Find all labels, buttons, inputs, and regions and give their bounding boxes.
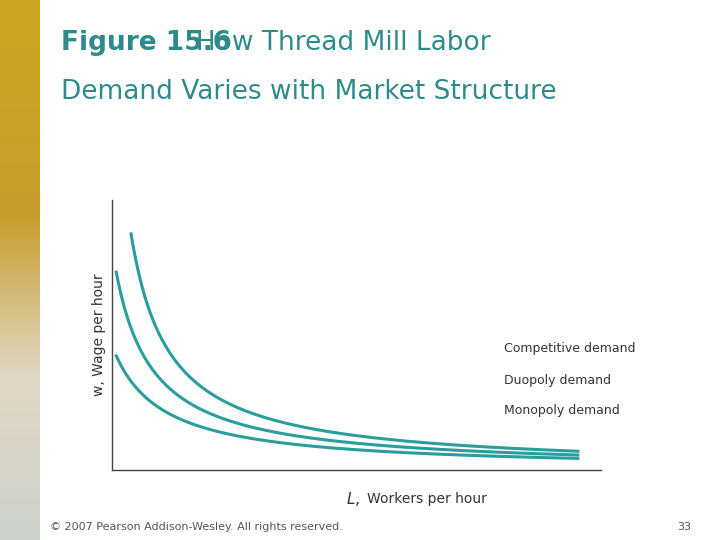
- Text: Demand Varies with Market Structure: Demand Varies with Market Structure: [61, 79, 557, 105]
- Y-axis label: w, Wage per hour: w, Wage per hour: [92, 273, 106, 396]
- Text: $L,$: $L,$: [346, 490, 360, 509]
- Text: Workers per hour: Workers per hour: [367, 492, 487, 507]
- Text: Duopoly demand: Duopoly demand: [504, 374, 611, 387]
- Text: Competitive demand: Competitive demand: [504, 342, 636, 355]
- Text: 33: 33: [678, 522, 691, 532]
- Text: Monopoly demand: Monopoly demand: [504, 404, 620, 417]
- Text: How Thread Mill Labor: How Thread Mill Labor: [179, 30, 490, 56]
- Text: Figure 15.6: Figure 15.6: [61, 30, 231, 56]
- Text: © 2007 Pearson Addison-Wesley. All rights reserved.: © 2007 Pearson Addison-Wesley. All right…: [50, 522, 343, 532]
